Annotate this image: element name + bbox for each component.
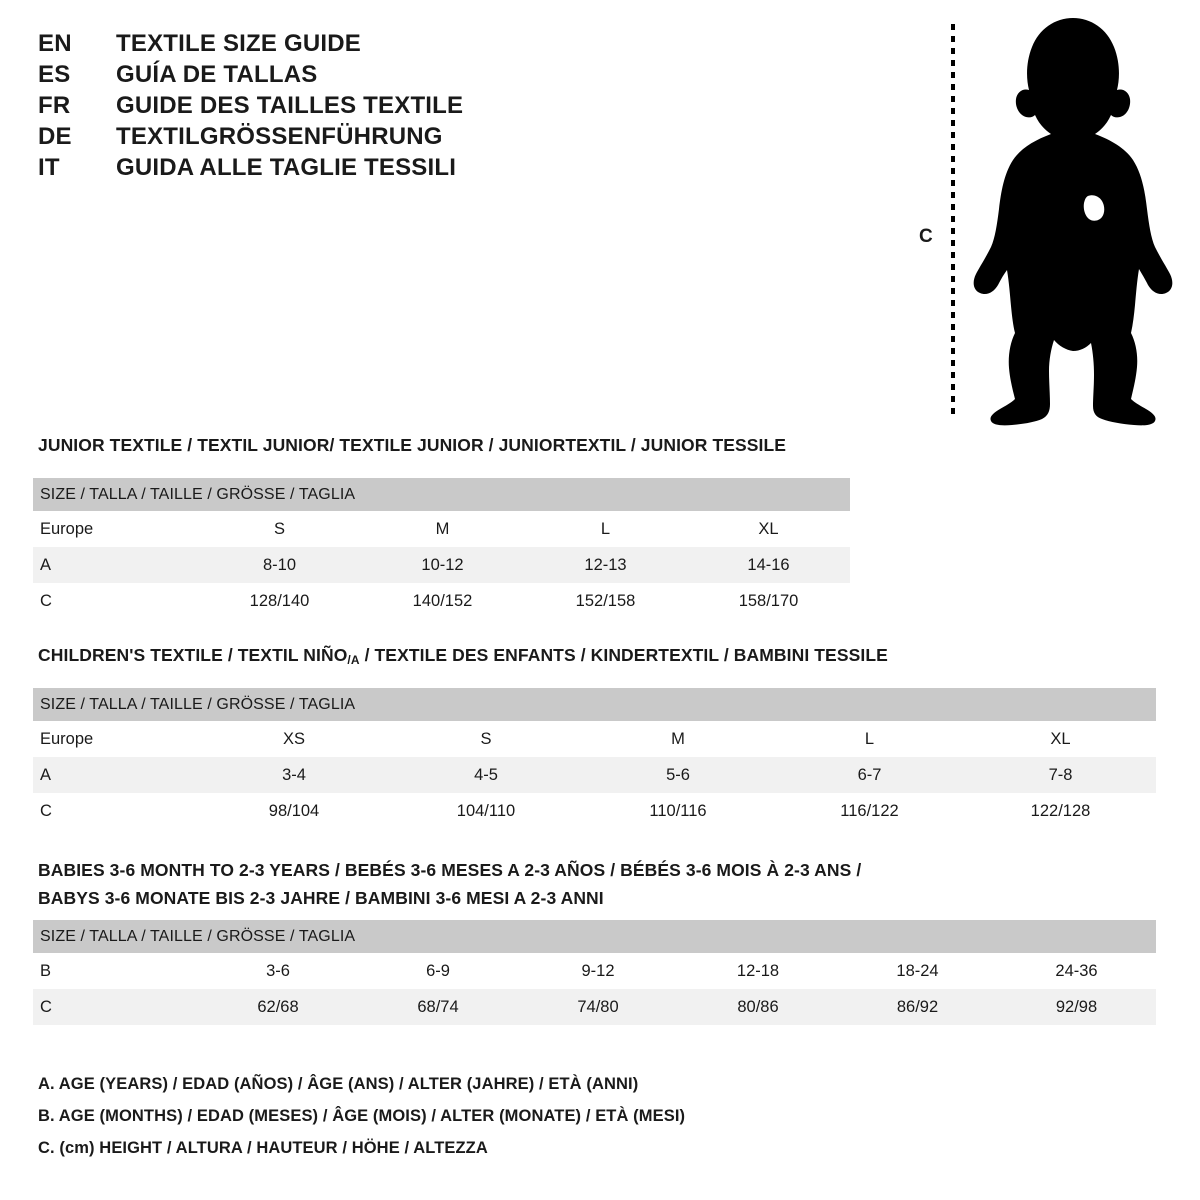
- table-row: C 98/104 104/110 110/116 116/122 122/128: [33, 793, 1157, 829]
- babies-row-c-c1: 62/68: [198, 989, 358, 1025]
- children-row-c-key: C: [33, 793, 198, 829]
- children-row-c-l: 116/122: [774, 793, 965, 829]
- children-size-s: S: [390, 721, 582, 757]
- junior-row-c-l: 152/158: [524, 583, 687, 619]
- junior-table-band-row: SIZE / TALLA / TAILLE / GRÖSSE / TAGLIA: [33, 478, 851, 511]
- language-row-de: DE TEXTILGRÖSSENFÜHRUNG: [38, 123, 658, 154]
- junior-size-table: SIZE / TALLA / TAILLE / GRÖSSE / TAGLIA …: [33, 478, 851, 619]
- language-row-fr: FR GUIDE DES TAILLES TEXTILE: [38, 92, 658, 123]
- children-section-title: CHILDREN'S TEXTILE / TEXTIL NIÑO/A / TEX…: [38, 645, 888, 667]
- table-row: C 128/140 140/152 152/158 158/170: [33, 583, 851, 619]
- language-code-fr: FR: [38, 92, 71, 119]
- language-title-en: TEXTILE SIZE GUIDE: [116, 30, 361, 57]
- junior-band-label: SIZE / TALLA / TAILLE / GRÖSSE / TAGLIA: [33, 478, 851, 511]
- language-row-en: EN TEXTILE SIZE GUIDE: [38, 30, 658, 61]
- table-row: C 62/68 68/74 74/80 80/86 86/92 92/98: [33, 989, 1157, 1025]
- babies-row-b-c2: 6-9: [358, 953, 518, 989]
- children-size-xl: XL: [965, 721, 1157, 757]
- babies-section-title-line2: BABYS 3-6 MONATE BIS 2-3 JAHRE / BAMBINI…: [38, 888, 604, 908]
- babies-row-c-c3: 74/80: [518, 989, 678, 1025]
- children-size-table: SIZE / TALLA / TAILLE / GRÖSSE / TAGLIA …: [33, 688, 1157, 829]
- junior-size-l: L: [524, 511, 687, 547]
- height-measure-label: C: [919, 226, 933, 247]
- height-figure: C: [905, 8, 1190, 428]
- children-table-band-row: SIZE / TALLA / TAILLE / GRÖSSE / TAGLIA: [33, 688, 1157, 721]
- table-row: A 8-10 10-12 12-13 14-16: [33, 547, 851, 583]
- table-row: B 3-6 6-9 9-12 12-18 18-24 24-36: [33, 953, 1157, 989]
- language-code-de: DE: [38, 123, 72, 150]
- children-row-a-xs: 3-4: [198, 757, 390, 793]
- legend-line-b: B. AGE (MONTHS) / EDAD (MESES) / ÂGE (MO…: [38, 1107, 686, 1125]
- junior-row-a-xl: 14-16: [687, 547, 851, 583]
- babies-row-c-c4: 80/86: [678, 989, 838, 1025]
- children-row-a-l: 6-7: [774, 757, 965, 793]
- babies-table-band-row: SIZE / TALLA / TAILLE / GRÖSSE / TAGLIA: [33, 920, 1157, 953]
- children-size-m: M: [582, 721, 774, 757]
- children-row-a-s: 4-5: [390, 757, 582, 793]
- junior-size-xl: XL: [687, 511, 851, 547]
- language-code-it: IT: [38, 154, 60, 181]
- children-row-a-xl: 7-8: [965, 757, 1157, 793]
- junior-row-a-key: A: [33, 547, 198, 583]
- language-code-en: EN: [38, 30, 72, 57]
- children-row-c-m: 110/116: [582, 793, 774, 829]
- height-dashed-line: [951, 24, 955, 420]
- language-code-es: ES: [38, 61, 71, 88]
- children-band-label: SIZE / TALLA / TAILLE / GRÖSSE / TAGLIA: [33, 688, 1157, 721]
- language-row-es: ES GUÍA DE TALLAS: [38, 61, 658, 92]
- junior-row-c-s: 128/140: [198, 583, 361, 619]
- babies-row-b-c1: 3-6: [198, 953, 358, 989]
- junior-section-title: JUNIOR TEXTILE / TEXTIL JUNIOR/ TEXTILE …: [38, 435, 787, 455]
- junior-row-a-s: 8-10: [198, 547, 361, 583]
- babies-row-c-c6: 92/98: [997, 989, 1157, 1025]
- language-title-es: GUÍA DE TALLAS: [116, 61, 318, 88]
- children-row-a-m: 5-6: [582, 757, 774, 793]
- babies-row-b-c4: 12-18: [678, 953, 838, 989]
- language-row-it: IT GUIDA ALLE TAGLIE TESSILI: [38, 154, 658, 185]
- babies-row-b-c5: 18-24: [838, 953, 997, 989]
- children-title-post: / TEXTILE DES ENFANTS / KINDERTEXTIL / B…: [359, 645, 888, 665]
- babies-section-title-line1: BABIES 3-6 MONTH TO 2-3 YEARS / BEBÉS 3-…: [38, 860, 862, 880]
- children-row-c-s: 104/110: [390, 793, 582, 829]
- junior-row-a-l: 12-13: [524, 547, 687, 583]
- children-row-c-xs: 98/104: [198, 793, 390, 829]
- junior-size-m: M: [361, 511, 524, 547]
- junior-size-s: S: [198, 511, 361, 547]
- language-title-fr: GUIDE DES TAILLES TEXTILE: [116, 92, 464, 119]
- children-region-label: Europe: [33, 721, 198, 757]
- children-title-pre: CHILDREN'S TEXTILE / TEXTIL NIÑO: [38, 645, 348, 665]
- toddler-silhouette-icon: [973, 18, 1173, 426]
- children-size-xs: XS: [198, 721, 390, 757]
- junior-row-c-key: C: [33, 583, 198, 619]
- legend-block: A. AGE (YEARS) / EDAD (AÑOS) / ÂGE (ANS)…: [38, 1068, 838, 1164]
- language-title-block: EN TEXTILE SIZE GUIDE ES GUÍA DE TALLAS …: [38, 30, 658, 185]
- children-header-row: Europe XS S M L XL: [33, 721, 1157, 757]
- children-title-sub: /A: [347, 653, 360, 667]
- babies-band-label: SIZE / TALLA / TAILLE / GRÖSSE / TAGLIA: [33, 920, 1157, 953]
- babies-row-c-c5: 86/92: [838, 989, 997, 1025]
- junior-row-c-xl: 158/170: [687, 583, 851, 619]
- children-row-a-key: A: [33, 757, 198, 793]
- language-title-de: TEXTILGRÖSSENFÜHRUNG: [116, 123, 443, 150]
- junior-row-c-m: 140/152: [361, 583, 524, 619]
- legend-line-c: C. (cm) HEIGHT / ALTURA / HAUTEUR / HÖHE…: [38, 1139, 488, 1157]
- babies-row-c-c2: 68/74: [358, 989, 518, 1025]
- children-size-l: L: [774, 721, 965, 757]
- junior-row-a-m: 10-12: [361, 547, 524, 583]
- babies-row-c-key: C: [33, 989, 198, 1025]
- babies-row-b-c3: 9-12: [518, 953, 678, 989]
- language-title-it: GUIDA ALLE TAGLIE TESSILI: [116, 154, 457, 181]
- junior-header-row: Europe S M L XL: [33, 511, 851, 547]
- legend-line-a: A. AGE (YEARS) / EDAD (AÑOS) / ÂGE (ANS)…: [38, 1075, 639, 1093]
- table-row: A 3-4 4-5 5-6 6-7 7-8: [33, 757, 1157, 793]
- children-row-c-xl: 122/128: [965, 793, 1157, 829]
- junior-region-label: Europe: [33, 511, 198, 547]
- babies-row-b-key: B: [33, 953, 198, 989]
- babies-row-b-c6: 24-36: [997, 953, 1157, 989]
- babies-size-table: SIZE / TALLA / TAILLE / GRÖSSE / TAGLIA …: [33, 920, 1157, 1025]
